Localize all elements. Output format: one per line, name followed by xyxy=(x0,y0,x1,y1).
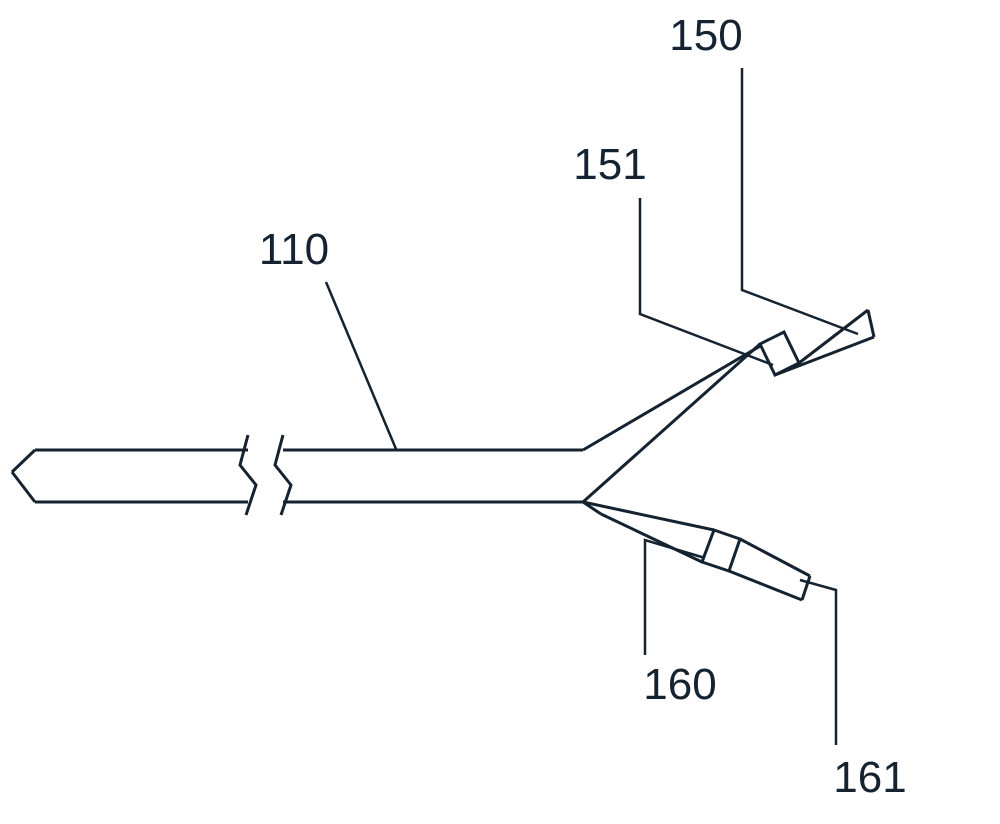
label-110: 110 xyxy=(259,225,329,275)
label-161: 161 xyxy=(833,753,906,803)
diagram-container: 110 151 150 160 161 xyxy=(0,0,1000,824)
label-150: 150 xyxy=(669,11,742,61)
label-160: 160 xyxy=(643,660,716,710)
diagram-svg xyxy=(0,0,1000,824)
label-151: 151 xyxy=(573,140,646,190)
